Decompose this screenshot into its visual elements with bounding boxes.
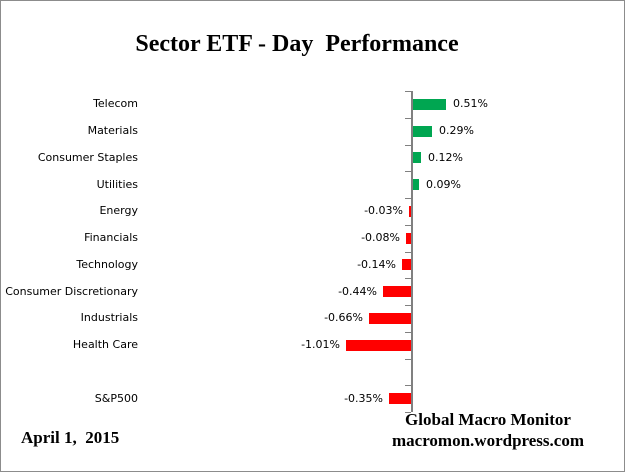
value-label: -0.08% xyxy=(361,231,400,244)
footer-date: April 1, 2015 xyxy=(21,428,120,447)
category-label: Consumer Staples xyxy=(37,151,138,164)
value-label: 0.51% xyxy=(453,97,488,110)
category-label: Industrials xyxy=(80,311,138,324)
value-label: -1.01% xyxy=(301,338,340,351)
axis-tick xyxy=(405,252,411,253)
value-label: -0.66% xyxy=(324,311,363,324)
axis-tick xyxy=(405,305,411,306)
axis-tick xyxy=(405,332,411,333)
axis-tick xyxy=(405,145,411,146)
category-label: Telecom xyxy=(93,97,138,110)
value-label: 0.12% xyxy=(428,151,463,164)
value-axis-line xyxy=(411,91,413,412)
bar xyxy=(413,99,446,110)
axis-tick xyxy=(405,225,411,226)
bar xyxy=(413,152,421,163)
value-label: 0.09% xyxy=(426,178,461,191)
value-label: -0.35% xyxy=(344,392,383,405)
value-label: 0.29% xyxy=(439,124,474,137)
category-label: Materials xyxy=(87,124,138,137)
bar xyxy=(369,313,411,324)
axis-tick xyxy=(405,278,411,279)
footer-source-line2: macromon.wordpress.com xyxy=(391,431,584,450)
bar xyxy=(389,393,411,404)
bar xyxy=(346,340,411,351)
bar xyxy=(409,206,411,217)
chart-title: Sector ETF - Day Performance xyxy=(135,31,459,57)
category-label: Energy xyxy=(99,204,138,217)
axis-tick xyxy=(405,412,411,413)
axis-tick xyxy=(405,118,411,119)
value-label: -0.14% xyxy=(357,258,396,271)
bar xyxy=(402,259,411,270)
bar xyxy=(413,179,419,190)
category-label: Health Care xyxy=(72,338,138,351)
category-label: Utilities xyxy=(96,178,138,191)
value-label: -0.03% xyxy=(364,204,403,217)
category-label: Consumer Discretionary xyxy=(5,285,138,298)
bar xyxy=(413,126,432,137)
axis-tick xyxy=(405,198,411,199)
footer-source: Global Macro Monitor macromon.wordpress.… xyxy=(379,409,597,451)
category-label: Financials xyxy=(84,231,138,244)
axis-tick xyxy=(405,91,411,92)
bar xyxy=(406,233,411,244)
axis-tick xyxy=(405,385,411,386)
category-label: Technology xyxy=(76,258,138,271)
axis-tick xyxy=(405,359,411,360)
category-label: S&P500 xyxy=(94,392,138,405)
axis-tick xyxy=(405,171,411,172)
value-label: -0.44% xyxy=(338,285,377,298)
footer-source-line1: Global Macro Monitor xyxy=(405,410,571,429)
bar xyxy=(383,286,411,297)
